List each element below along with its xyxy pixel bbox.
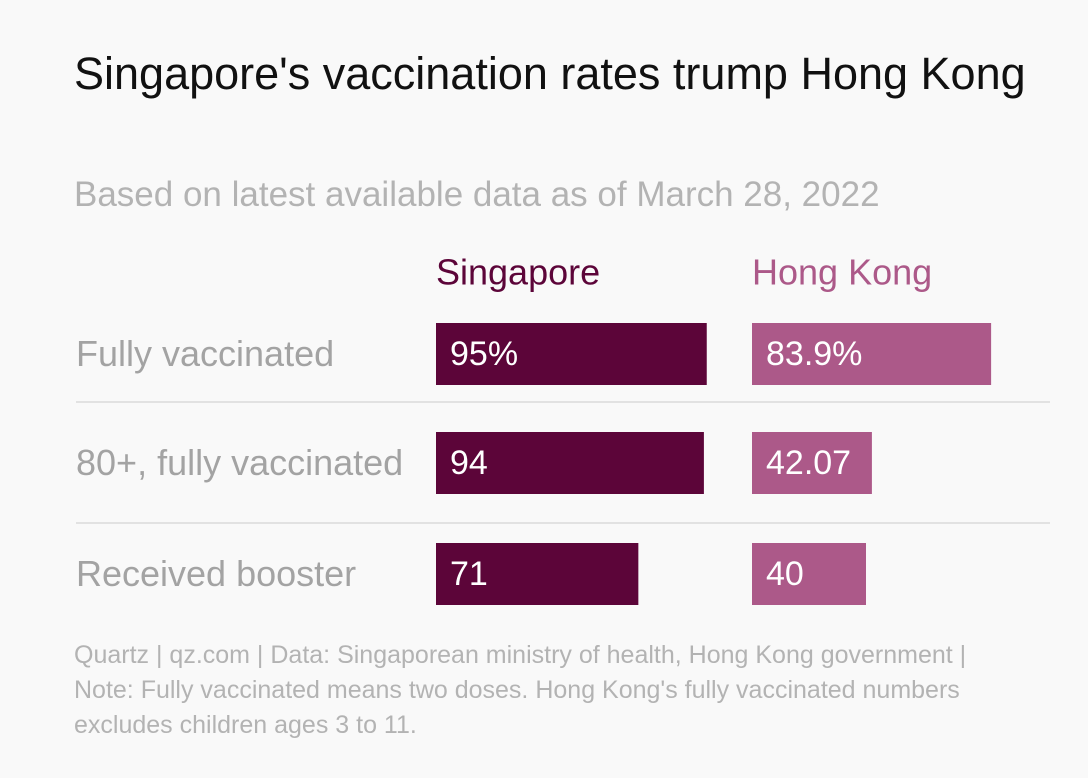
chart-subtitle: Based on latest available data as of Mar… (74, 175, 880, 214)
value-label: 95% (450, 335, 518, 373)
category-label: Received booster (76, 553, 357, 594)
bar (436, 432, 704, 494)
bar (752, 543, 866, 605)
series-label: Hong Kong (752, 252, 932, 293)
bar (752, 432, 872, 494)
value-label: 94 (450, 444, 488, 482)
category-label: 80+, fully vaccinated (76, 442, 404, 483)
value-label: 71 (450, 555, 488, 593)
bar (436, 543, 639, 605)
value-label: 42.07 (766, 444, 851, 482)
bar (436, 323, 707, 385)
source-note: Quartz | qz.com | Data: Singaporean mini… (74, 641, 967, 739)
bar (752, 323, 992, 385)
series-label: Singapore (436, 252, 600, 293)
chart-title: Singapore's vaccination rates trump Hong… (74, 48, 1026, 99)
value-label: 83.9% (766, 335, 862, 373)
category-label: Fully vaccinated (76, 333, 335, 374)
value-label: 40 (766, 555, 804, 593)
